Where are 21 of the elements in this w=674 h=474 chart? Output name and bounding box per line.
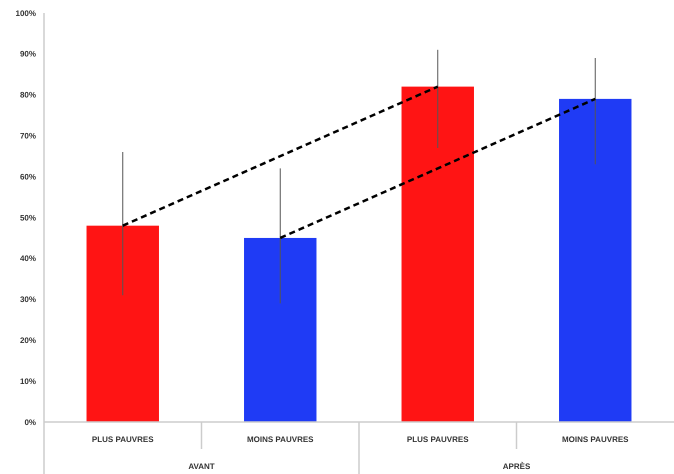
text: AVANT bbox=[188, 462, 215, 471]
y-tick-label: 20% bbox=[20, 336, 36, 345]
bar bbox=[244, 238, 316, 422]
y-tick-label: 100% bbox=[16, 8, 36, 18]
y-tick-label: 60% bbox=[20, 172, 36, 182]
text: APRÈS bbox=[502, 461, 531, 471]
x-tick-label: MOINS PAUVRES bbox=[562, 435, 630, 444]
y-tick-label: 0% bbox=[24, 418, 36, 427]
x-tick-label: PLUS PAUVRES bbox=[92, 435, 154, 444]
bar bbox=[86, 226, 159, 422]
y-tick-label: 80% bbox=[20, 90, 36, 100]
y-tick-label: 10% bbox=[20, 376, 36, 386]
y-tick-label: 90% bbox=[20, 50, 36, 59]
y-tick-label: 30% bbox=[20, 295, 36, 304]
y-tick-label: 40% bbox=[20, 254, 36, 264]
y-tick-label: 70% bbox=[20, 132, 36, 140]
y-tick-label: 50% bbox=[20, 213, 36, 222]
x-tick-label: PLUS PAUVRES bbox=[406, 435, 470, 444]
bar bbox=[402, 86, 474, 422]
x-tick-label: MOINS PAUVRES bbox=[246, 435, 314, 444]
bar bbox=[559, 98, 632, 422]
